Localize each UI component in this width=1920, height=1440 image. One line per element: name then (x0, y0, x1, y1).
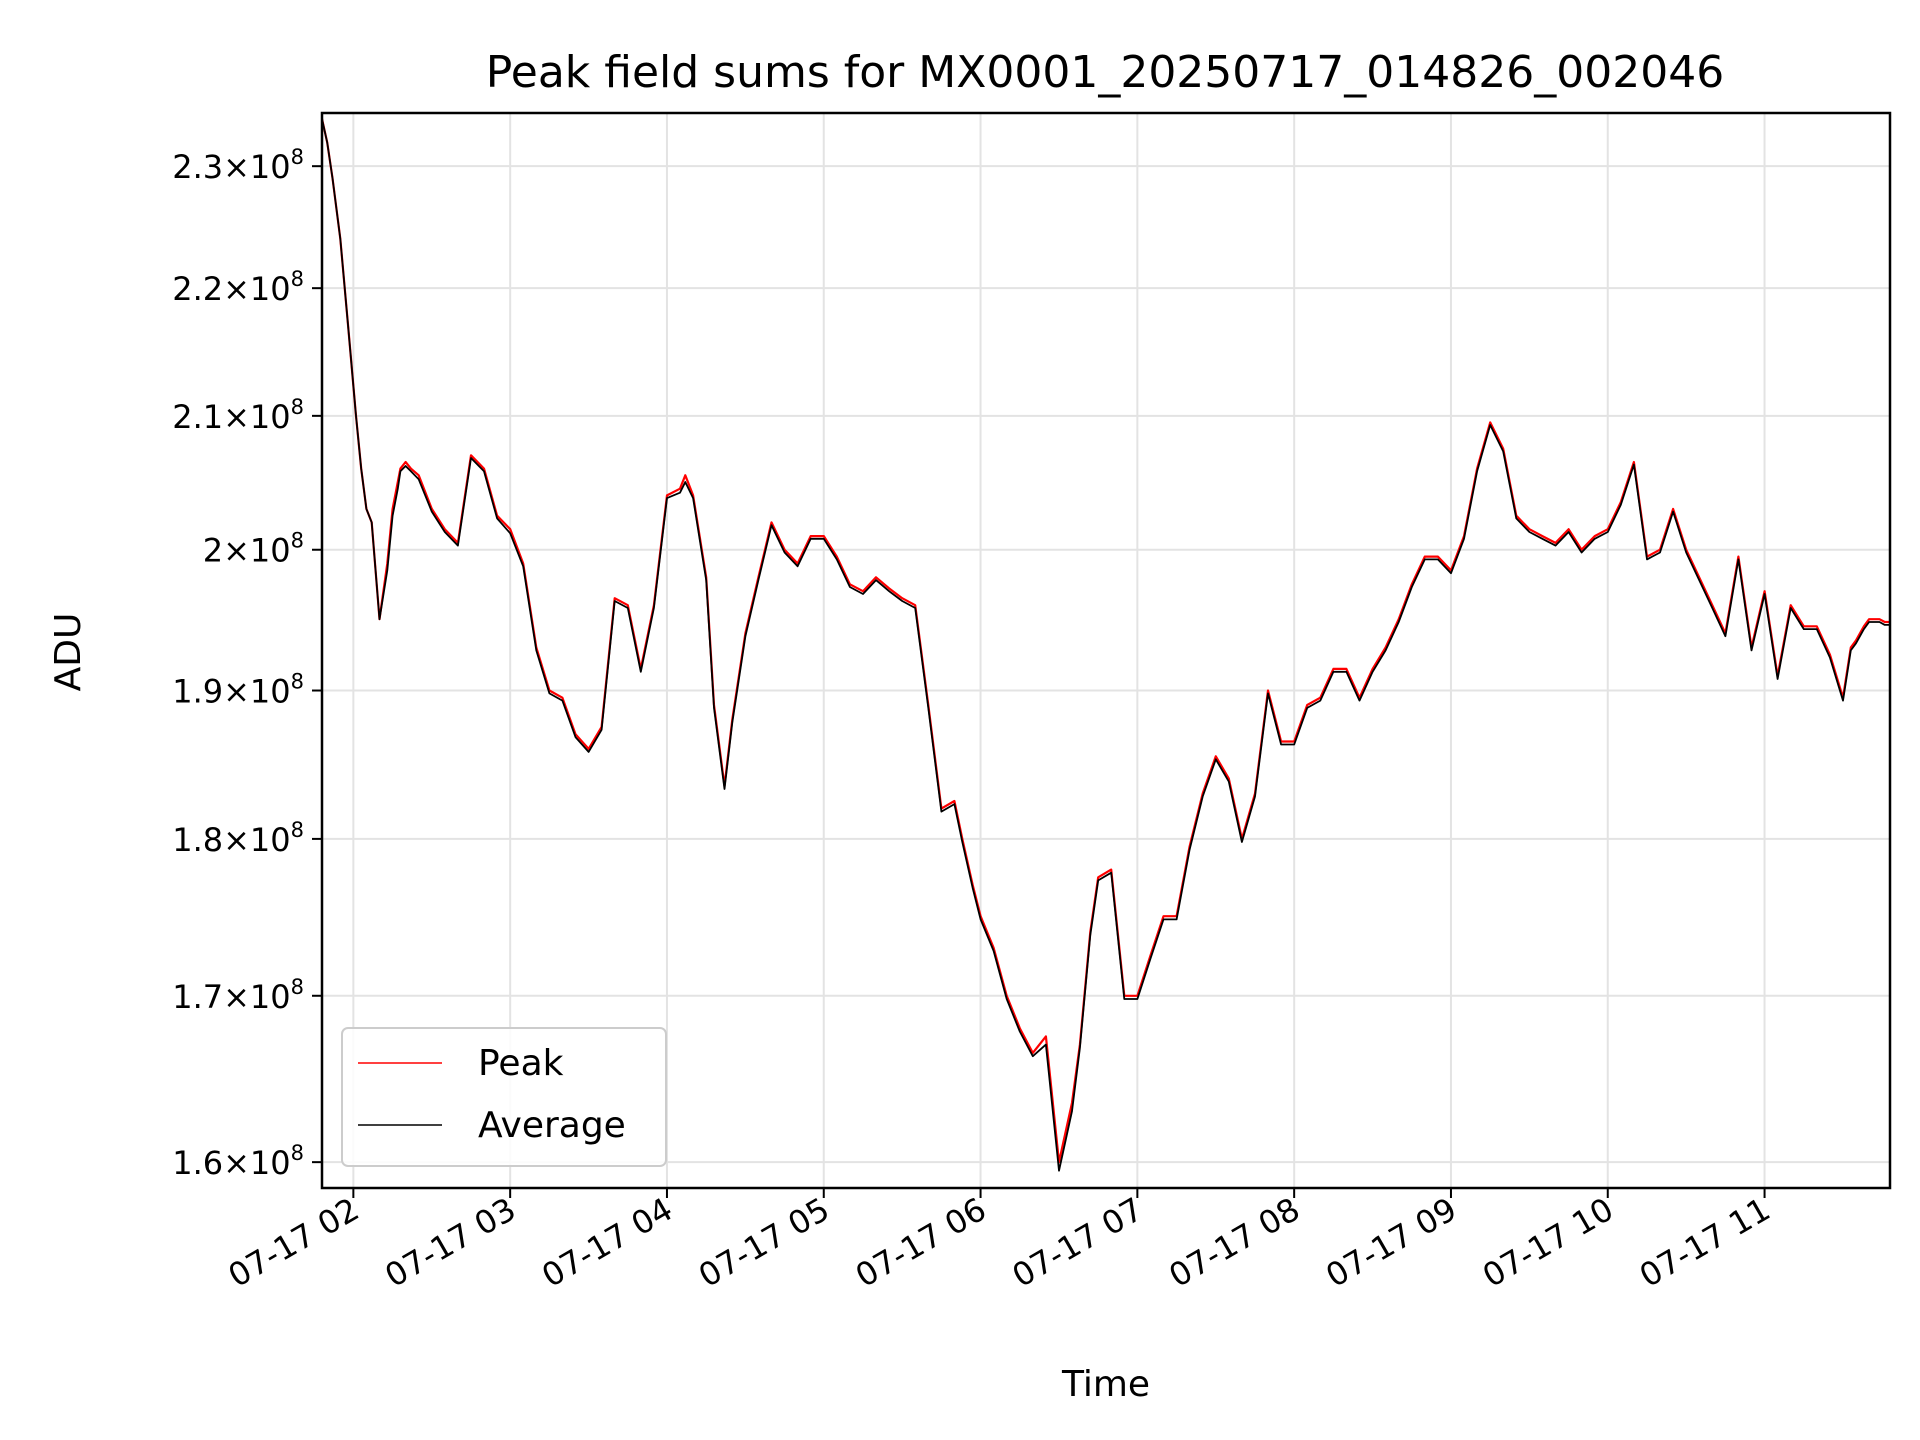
y-tick-exponent: 8 (291, 818, 304, 842)
series-line-average (321, 118, 1890, 1172)
plot-frame (320, 111, 1892, 1190)
legend-peak-label: Peak (478, 1043, 564, 1084)
y-tick-mantissa: 1.7 (172, 978, 223, 1016)
y-axis: 1.6×108 1.7×108 1.8×108 1.9×108 2×108 2.1×108… (172, 145, 322, 1182)
y-tick-mantissa: 1.9 (172, 673, 223, 711)
series-line-peak (320, 118, 1890, 1164)
y-tick-label: 2×108 (203, 529, 304, 570)
y-tick-mantissa: 1.8 (172, 821, 223, 859)
chart-title: Peak field sums for MX0001_20250717_0148… (486, 47, 1724, 98)
y-tick-mantissa: 2.3 (172, 148, 223, 186)
x-axis-label: Time (1061, 1364, 1150, 1405)
y-tick-mantissa: 2.1 (172, 398, 223, 436)
y-axis-label: ADU (48, 613, 89, 692)
y-tick-label: 1.6×108 (172, 1141, 304, 1182)
y-tick-exponent: 8 (291, 1141, 304, 1165)
y-tick-label: 1.8×108 (172, 818, 304, 859)
legend-average-label: Average (478, 1105, 626, 1146)
y-tick-label: 1.9×108 (172, 670, 304, 711)
series-lines (320, 118, 1890, 1172)
y-tick-exponent: 8 (291, 670, 304, 694)
y-tick-exponent: 8 (291, 395, 304, 419)
y-tick-exponent: 8 (291, 529, 304, 553)
y-tick-exponent: 8 (291, 145, 304, 169)
y-tick-label: 1.7×108 (172, 975, 304, 1016)
y-tick-exponent: 8 (291, 975, 304, 999)
y-tick-mantissa: 2.2 (172, 270, 223, 308)
y-tick-mantissa: 1.6 (172, 1144, 223, 1182)
y-tick-label: 2.1×108 (172, 395, 304, 436)
y-tick-label: 2.2×108 (172, 267, 304, 308)
y-tick-mantissa: 2 (203, 532, 223, 570)
y-tick-exponent: 8 (291, 267, 304, 291)
legend: Peak Average (341, 1027, 667, 1167)
grid (322, 113, 1890, 1188)
y-tick-label: 2.3×108 (172, 145, 304, 186)
